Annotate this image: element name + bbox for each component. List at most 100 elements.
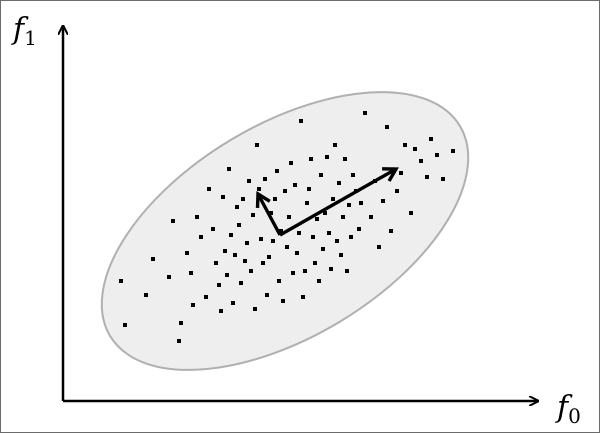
- x-axis-symbol: f: [557, 390, 569, 425]
- data-point: [269, 211, 273, 215]
- data-point: [255, 143, 259, 147]
- data-point: [369, 215, 373, 219]
- data-point: [319, 173, 323, 177]
- data-point: [204, 295, 208, 299]
- data-point: [179, 321, 183, 325]
- data-point: [363, 111, 367, 115]
- data-point: [233, 253, 237, 257]
- data-point: [243, 259, 247, 263]
- principal-component-2-vector: [255, 191, 282, 236]
- data-point: [429, 137, 433, 141]
- data-point: [214, 261, 218, 265]
- data-point: [345, 269, 349, 273]
- data-point: [317, 279, 321, 283]
- x-axis-subscript: 0: [568, 404, 581, 428]
- data-point: [307, 187, 311, 191]
- data-point: [303, 269, 307, 273]
- data-point: [381, 199, 385, 203]
- y-axis-subscript: 1: [24, 26, 37, 50]
- principal-component-1-vector: [279, 167, 399, 237]
- data-point: [311, 235, 315, 239]
- data-point: [327, 231, 331, 235]
- y-axis-symbol: f: [13, 12, 25, 47]
- data-point: [229, 233, 233, 237]
- data-point: [221, 195, 225, 199]
- data-point: [219, 309, 223, 313]
- data-point: [347, 203, 351, 207]
- data-point: [245, 241, 249, 245]
- data-point: [419, 159, 423, 163]
- data-point: [223, 249, 227, 253]
- data-point: [151, 257, 155, 261]
- data-point: [279, 229, 283, 233]
- data-point: [333, 143, 337, 147]
- data-point: [305, 201, 309, 205]
- data-point: [275, 169, 279, 173]
- data-point: [389, 229, 393, 233]
- data-point: [195, 215, 199, 219]
- data-point: [395, 189, 399, 193]
- data-point: [297, 231, 301, 235]
- data-point: [185, 251, 189, 255]
- data-point: [309, 157, 313, 161]
- data-point: [413, 147, 417, 151]
- data-point: [441, 177, 445, 181]
- data-point: [377, 245, 381, 249]
- data-point: [119, 279, 123, 283]
- data-point: [339, 253, 343, 257]
- data-point: [123, 323, 127, 327]
- data-point: [283, 189, 287, 193]
- data-point: [225, 273, 229, 277]
- data-point: [435, 153, 439, 157]
- data-point: [247, 179, 251, 183]
- data-point: [267, 255, 271, 259]
- data-point: [323, 211, 327, 215]
- data-point: [331, 197, 335, 201]
- data-point: [335, 239, 339, 243]
- data-point: [325, 155, 329, 159]
- data-point: [263, 177, 267, 181]
- data-point: [241, 197, 245, 201]
- data-point: [349, 235, 353, 239]
- data-point: [351, 173, 355, 177]
- data-point: [191, 303, 195, 307]
- data-point: [235, 205, 239, 209]
- data-point: [289, 161, 293, 165]
- data-point: [199, 235, 203, 239]
- data-point: [291, 271, 295, 275]
- data-point: [277, 279, 281, 283]
- data-point: [271, 239, 275, 243]
- data-point: [257, 187, 261, 191]
- data-point: [189, 271, 193, 275]
- data-point: [177, 339, 181, 343]
- data-point: [261, 261, 265, 265]
- data-point: [301, 295, 305, 299]
- data-point: [227, 167, 231, 171]
- data-point: [237, 223, 241, 227]
- data-point: [249, 269, 253, 273]
- data-point: [251, 213, 255, 217]
- data-point: [313, 261, 317, 265]
- data-point: [399, 171, 403, 175]
- data-point: [281, 299, 285, 303]
- data-point: [295, 251, 299, 255]
- data-point: [337, 181, 341, 185]
- data-point: [285, 245, 289, 249]
- data-point: [425, 175, 429, 179]
- data-point: [259, 237, 263, 241]
- data-point: [287, 215, 291, 219]
- y-axis-label: f1: [13, 12, 37, 50]
- data-point: [273, 197, 277, 201]
- data-point: [167, 275, 171, 279]
- data-point: [207, 187, 211, 191]
- data-points: [119, 111, 455, 343]
- data-point: [403, 143, 407, 147]
- data-point: [217, 283, 221, 287]
- data-point: [329, 267, 333, 271]
- data-point: [231, 301, 235, 305]
- data-point: [343, 157, 347, 161]
- data-point: [357, 227, 361, 231]
- data-point: [171, 219, 175, 223]
